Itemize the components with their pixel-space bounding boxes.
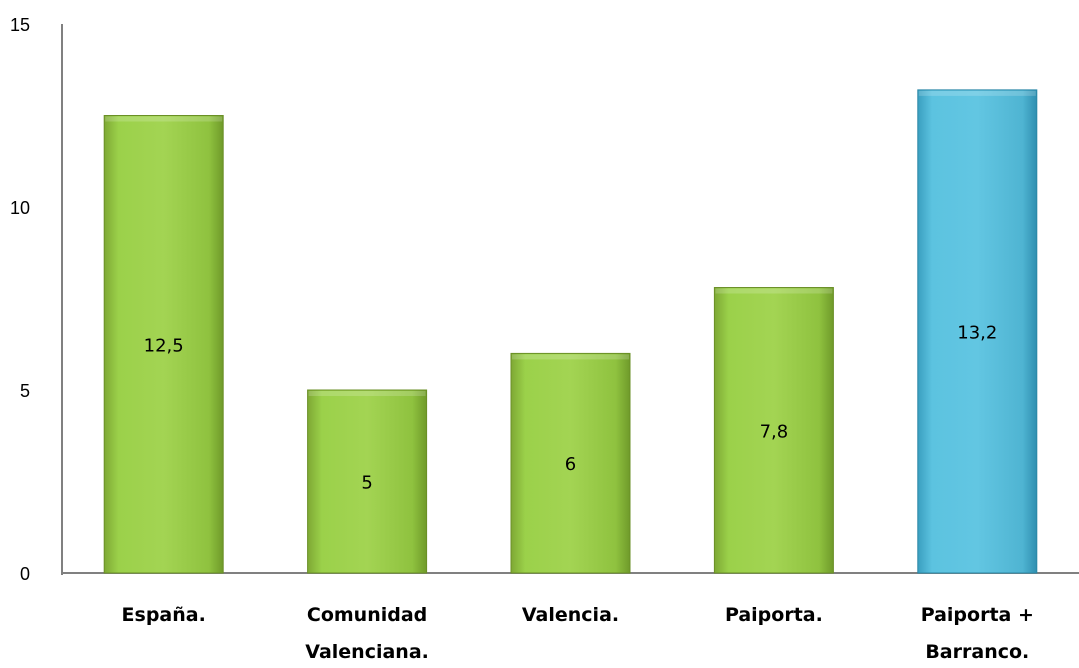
category-label: Valenciana. xyxy=(305,641,429,663)
labels: 0 5 10 15 12,5 España. 5 Comunidad Valenciana. 6 V… xyxy=(10,15,1034,663)
bars xyxy=(103,89,1038,574)
bar xyxy=(307,389,428,574)
bar xyxy=(510,352,631,574)
category-label: Paiporta + xyxy=(921,604,1034,626)
y-tick-label: 5 xyxy=(20,381,30,401)
bar-highlight-bevel xyxy=(308,391,426,396)
bar-highlight-bevel xyxy=(715,288,833,294)
y-tick-label: 10 xyxy=(10,198,30,218)
bar xyxy=(103,115,224,574)
data-label: 5 xyxy=(361,473,372,494)
y-tick-label: 15 xyxy=(10,15,30,35)
data-label: 12,5 xyxy=(144,335,184,356)
category-label: Barranco. xyxy=(925,641,1029,663)
data-label: 13,2 xyxy=(957,322,997,343)
category-label: Paiporta. xyxy=(725,604,823,626)
y-tick-label: 0 xyxy=(20,564,30,584)
data-label: 6 xyxy=(565,454,576,475)
bar xyxy=(713,287,834,574)
category-label: Valencia. xyxy=(522,604,619,626)
bar-highlight-bevel xyxy=(918,90,1036,96)
category-label: España. xyxy=(122,604,206,626)
bar-highlight-bevel xyxy=(105,116,223,122)
category-label: Comunidad xyxy=(307,604,427,626)
bar xyxy=(917,89,1038,574)
data-label: 7,8 xyxy=(760,421,789,442)
bar-highlight-bevel xyxy=(512,354,629,360)
